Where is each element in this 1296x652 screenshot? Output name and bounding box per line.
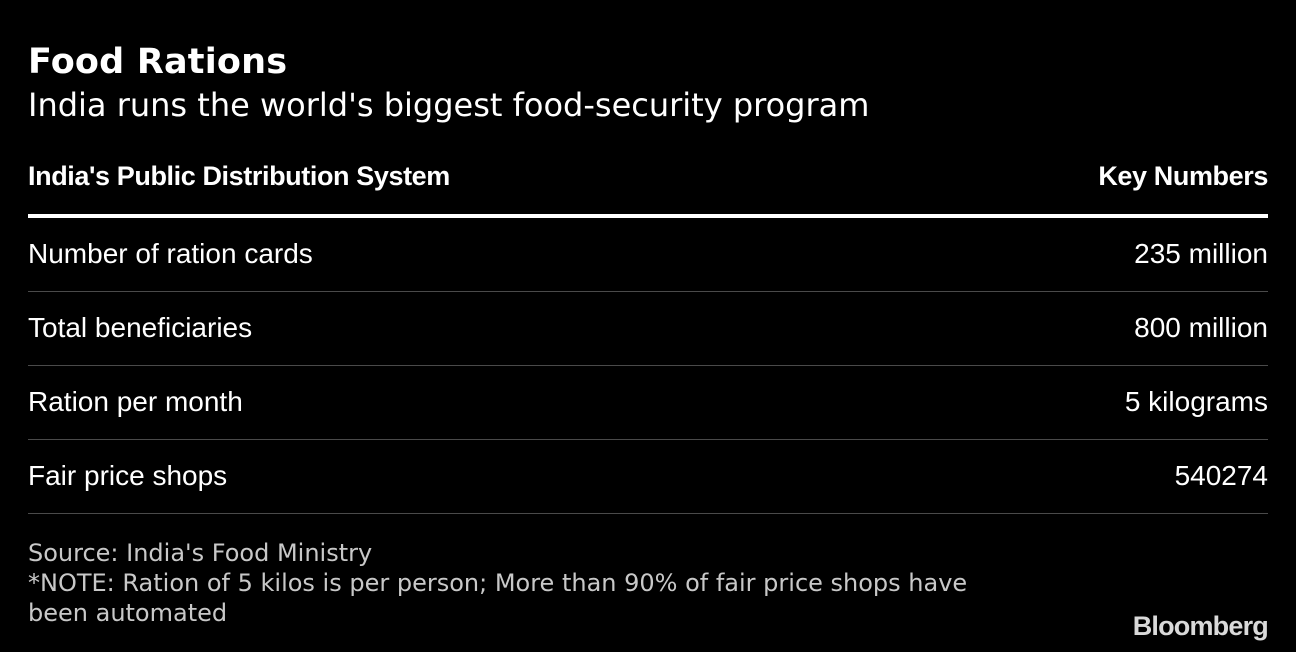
row-value: 5 kilograms	[1124, 386, 1268, 417]
chart-title: Food Rations	[28, 42, 288, 82]
row-label: Fair price shops	[28, 460, 228, 491]
chart-subtitle: India runs the world's biggest food-secu…	[28, 86, 870, 124]
column-header-system: India's Public Distribution System	[28, 161, 450, 191]
row-value: 540274	[1174, 460, 1268, 491]
column-header-key-numbers: Key Numbers	[1098, 161, 1268, 191]
footnote: Source: India's Food Ministry *NOTE: Rat…	[28, 538, 1028, 628]
note-text: *NOTE: Ration of 5 kilos is per person; …	[28, 569, 975, 627]
table-row: Total beneficiaries 800 million	[28, 292, 1268, 366]
table-row: Fair price shops 540274	[28, 440, 1268, 514]
source-note: Source: India's Food Ministry	[28, 539, 373, 567]
row-value: 800 million	[1134, 312, 1268, 343]
bloomberg-logo: Bloomberg	[1132, 611, 1269, 641]
data-table: India's Public Distribution System Key N…	[28, 150, 1268, 514]
table-header: India's Public Distribution System Key N…	[28, 150, 1268, 218]
row-label: Ration per month	[28, 386, 243, 417]
table-row: Ration per month 5 kilograms	[28, 366, 1268, 440]
row-value: 235 million	[1134, 238, 1268, 269]
row-label: Total beneficiaries	[28, 312, 253, 343]
table-row: Number of ration cards 235 million	[28, 218, 1268, 292]
row-label: Number of ration cards	[28, 238, 313, 269]
